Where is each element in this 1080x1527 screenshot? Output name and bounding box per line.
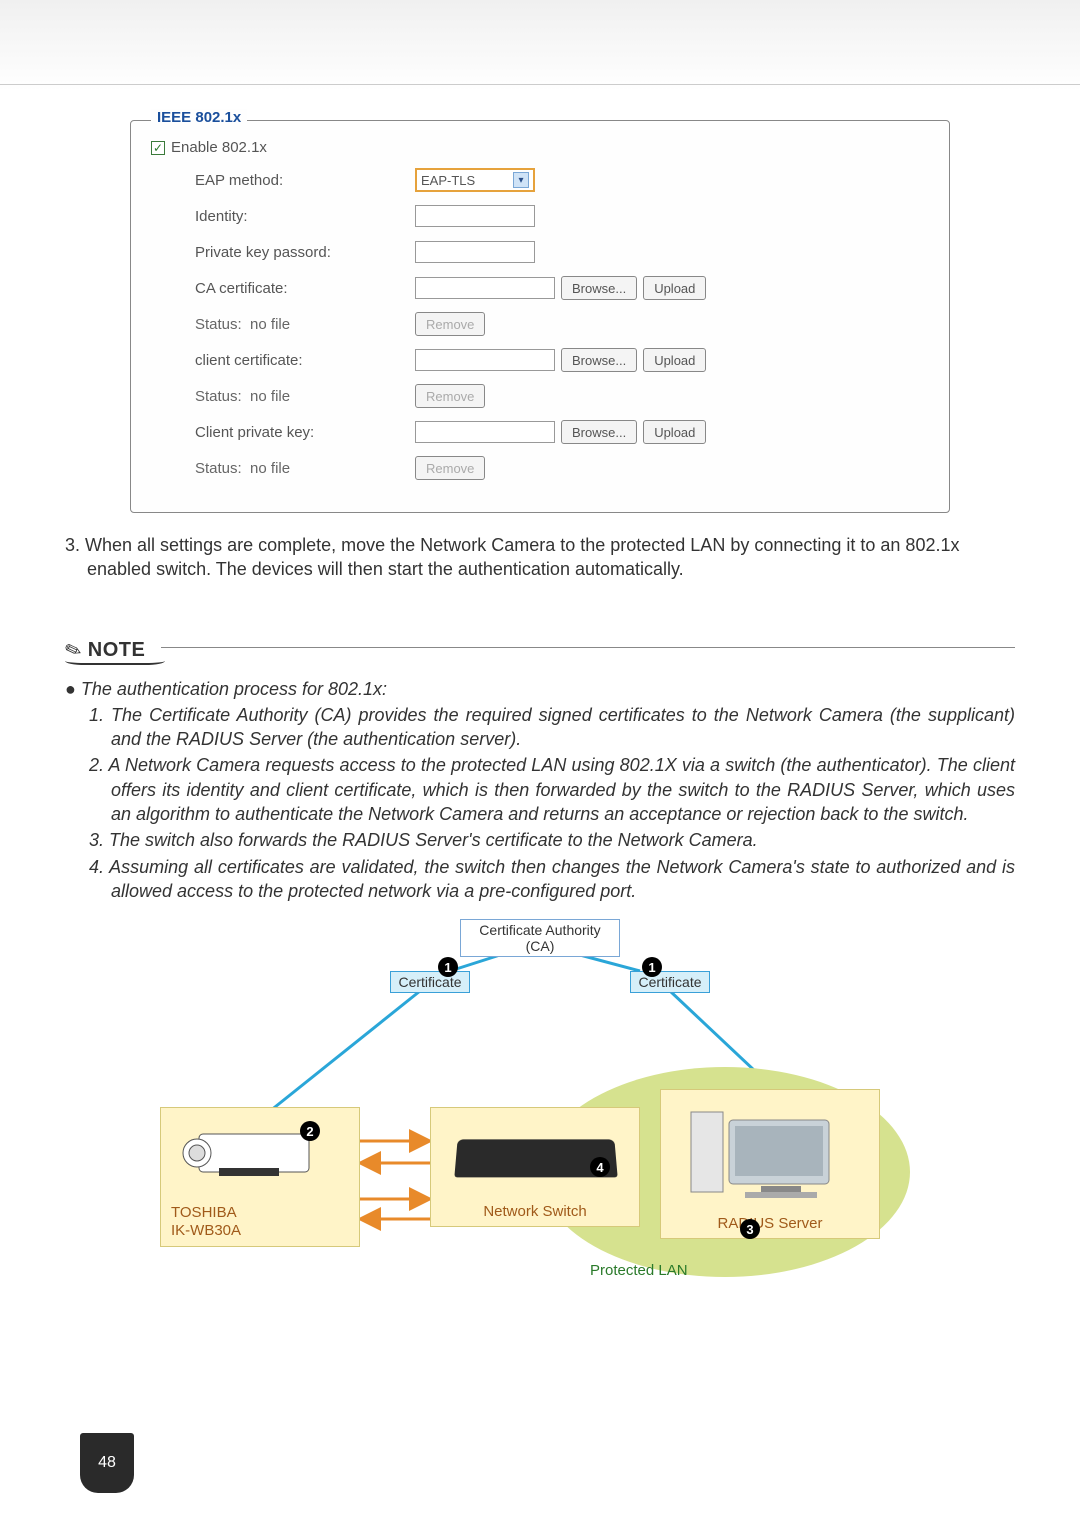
client-cert-browse-button[interactable]: Browse... xyxy=(561,348,637,372)
private-key-password-input[interactable] xyxy=(415,241,535,263)
eap-method-label: EAP method: xyxy=(195,172,415,189)
client-certificate-label: client certificate: xyxy=(195,352,415,369)
ca-browse-button[interactable]: Browse... xyxy=(561,276,637,300)
auth-process-diagram: Certificate Authority (CA) Certificate C… xyxy=(160,919,920,1279)
page-number: 48 xyxy=(80,1433,134,1493)
note-item-3: 3. The switch also forwards the RADIUS S… xyxy=(89,828,1015,852)
ca-box: Certificate Authority (CA) xyxy=(460,919,620,957)
certificate-left: Certificate xyxy=(390,971,470,993)
client-key-upload-button[interactable]: Upload xyxy=(643,420,706,444)
server-label: RADIUS Server xyxy=(661,1215,879,1232)
identity-input[interactable] xyxy=(415,205,535,227)
client-cert-upload-button[interactable]: Upload xyxy=(643,348,706,372)
note-item-1: 1. The Certificate Authority (CA) provid… xyxy=(89,703,1015,752)
switch-label: Network Switch xyxy=(431,1203,639,1220)
client-key-file-input[interactable] xyxy=(415,421,555,443)
client-private-key-label: Client private key: xyxy=(195,424,415,441)
ieee-8021x-fieldset: IEEE 802.1x Enable 802.1x EAP method: EA… xyxy=(130,120,950,513)
ca-line2: (CA) xyxy=(465,938,615,954)
header-divider xyxy=(0,84,1080,85)
ca-line1: Certificate Authority xyxy=(465,922,615,938)
note-divider xyxy=(161,647,1015,648)
client-cert-remove-button[interactable]: Remove xyxy=(415,384,485,408)
client-key-browse-button[interactable]: Browse... xyxy=(561,420,637,444)
ca-remove-button[interactable]: Remove xyxy=(415,312,485,336)
note-list: 1. The Certificate Authority (CA) provid… xyxy=(89,703,1015,903)
certificate-right: Certificate xyxy=(630,971,710,993)
note-bullet: The authentication process for 802.1x: xyxy=(65,677,1015,701)
enable-8021x-checkbox[interactable] xyxy=(151,141,165,155)
client-key-remove-button[interactable]: Remove xyxy=(415,456,485,480)
note-item-2: 2. A Network Camera requests access to t… xyxy=(89,753,1015,826)
note-heading: ✎ NOTE xyxy=(65,638,1015,663)
client-key-status-label: Status: no file xyxy=(195,460,415,477)
identity-label: Identity: xyxy=(195,208,415,225)
ca-upload-button[interactable]: Upload xyxy=(643,276,706,300)
protected-lan-label: Protected LAN xyxy=(590,1262,688,1279)
ca-certificate-file-input[interactable] xyxy=(415,277,555,299)
server-box: RADIUS Server xyxy=(660,1089,880,1239)
chevron-down-icon: ▾ xyxy=(513,172,529,188)
note-item-4: 4. Assuming all certificates are validat… xyxy=(89,855,1015,904)
camera-box: TOSHIBAIK-WB30A xyxy=(160,1107,360,1247)
camera-label: TOSHIBAIK-WB30A xyxy=(161,1204,359,1240)
ca-status-label: Status: no file xyxy=(195,316,415,333)
note-body: The authentication process for 802.1x: 1… xyxy=(65,677,1015,904)
note-title: NOTE xyxy=(88,639,146,662)
enable-8021x-label: Enable 802.1x xyxy=(171,139,267,156)
ca-certificate-label: CA certificate: xyxy=(195,280,415,297)
eap-method-value: EAP-TLS xyxy=(421,173,475,188)
client-cert-status-label: Status: no file xyxy=(195,388,415,405)
server-icon xyxy=(681,1102,861,1212)
client-certificate-file-input[interactable] xyxy=(415,349,555,371)
eap-method-select[interactable]: EAP-TLS ▾ xyxy=(415,168,535,192)
fieldset-legend: IEEE 802.1x xyxy=(151,109,247,126)
instruction-step-3: 3. When all settings are complete, move … xyxy=(65,533,1015,582)
private-key-password-label: Private key passord: xyxy=(195,244,415,261)
